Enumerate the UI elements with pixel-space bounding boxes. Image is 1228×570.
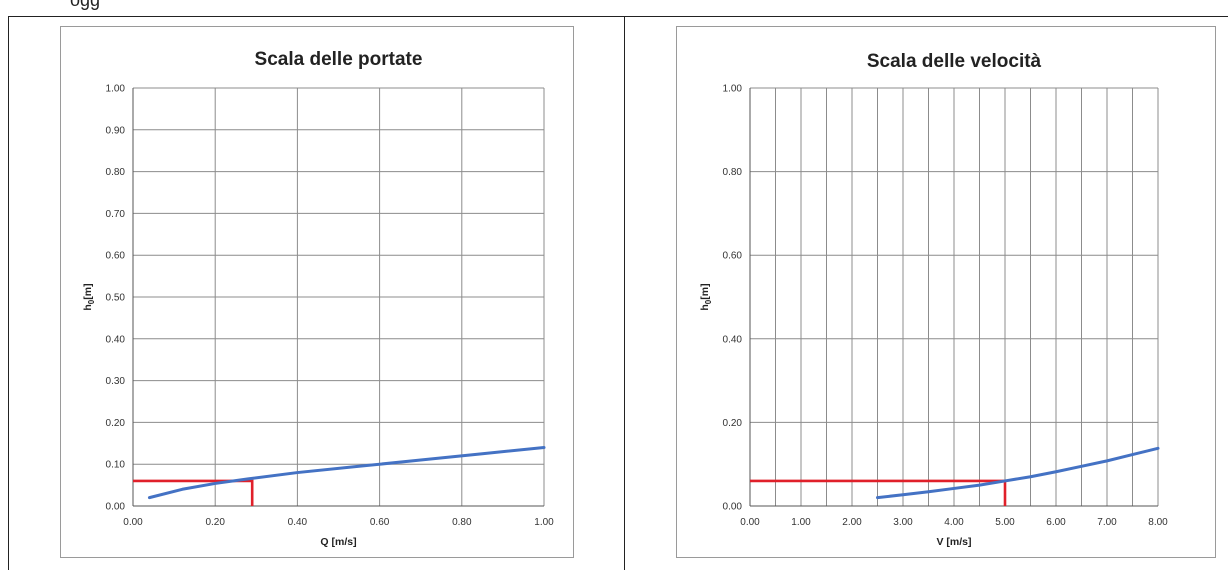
x-tick-label: 0.80 xyxy=(452,517,472,528)
x-tick-label: 1.00 xyxy=(534,517,554,528)
series-line xyxy=(876,446,1160,500)
y-tick-label: 0.50 xyxy=(106,293,126,304)
x-tick-label: 2.00 xyxy=(842,517,862,528)
series-line xyxy=(147,445,546,500)
x-tick-label: 6.00 xyxy=(1046,517,1066,528)
y-tick-label: 1.00 xyxy=(723,84,743,95)
y-tick-label: 0.20 xyxy=(723,418,743,429)
y-tick-label: 0.70 xyxy=(106,209,126,220)
chart-title: Scala delle portate xyxy=(255,49,423,70)
y-axis-label: h0[m] xyxy=(699,283,713,310)
y-tick-label: 0.30 xyxy=(106,376,126,387)
x-tick-label: 0.00 xyxy=(123,517,143,528)
y-axis-label-subscript: 0 xyxy=(87,299,96,304)
y-tick-label: 0.60 xyxy=(106,251,126,262)
y-tick-label: 0.60 xyxy=(723,251,743,262)
y-tick-label: 0.20 xyxy=(106,418,126,429)
y-tick-label: 0.10 xyxy=(106,460,126,471)
y-axis-label-unit: [m] xyxy=(699,283,711,299)
y-tick-label: 0.80 xyxy=(106,167,126,178)
x-tick-label: 0.00 xyxy=(740,517,760,528)
x-tick-label: 1.00 xyxy=(791,517,811,528)
y-axis-label: h0[m] xyxy=(82,283,96,310)
y-tick-label: 1.00 xyxy=(106,84,126,95)
center-rule xyxy=(624,16,625,570)
chart-panel-velocita: Scala delle velocità 0.00 0.20 0.40 0.60 0.80… xyxy=(676,26,1216,558)
y-tick-label: 0.40 xyxy=(106,334,126,345)
chart-velocita: Scala delle velocità 0.00 0.20 0.40 0.60 0.80… xyxy=(699,51,1168,548)
y-axis-label-main: h xyxy=(699,304,711,310)
y-tick-label: 0.90 xyxy=(106,125,126,136)
x-tick-label: 0.60 xyxy=(370,517,390,528)
y-tick-label: 0.00 xyxy=(723,502,743,513)
top-rule xyxy=(8,16,1228,17)
x-tick-label: 4.00 xyxy=(944,517,964,528)
chart-title: Scala delle velocità xyxy=(867,51,1042,72)
x-tick-label: 3.00 xyxy=(893,517,913,528)
y-axis-label-subscript: 0 xyxy=(704,299,713,304)
y-tick-label: 0.40 xyxy=(723,334,743,345)
x-axis-label: Q [m/s] xyxy=(320,536,356,548)
x-tick-label: 5.00 xyxy=(995,517,1015,528)
y-axis-label-unit: [m] xyxy=(82,283,94,299)
reference-marker-line xyxy=(133,479,254,506)
top-text-fragment: ogg xyxy=(70,0,101,10)
x-tick-label: 8.00 xyxy=(1148,517,1168,528)
x-axis-label: V [m/s] xyxy=(936,536,971,548)
y-tick-label: 0.80 xyxy=(723,167,743,178)
left-rule xyxy=(8,16,9,570)
y-axis-label-main: h xyxy=(82,304,94,310)
chart-panel-portate: Scala delle portate 0.00 0.10 0.20 0.30 0.40 0… xyxy=(60,26,574,558)
chart-portate: Scala delle portate 0.00 0.10 0.20 0.30 0.40 0… xyxy=(82,49,554,548)
x-tick-label: 7.00 xyxy=(1097,517,1117,528)
x-tick-label: 0.40 xyxy=(288,517,308,528)
x-tick-label: 0.20 xyxy=(205,517,225,528)
y-tick-label: 0.00 xyxy=(106,502,126,513)
